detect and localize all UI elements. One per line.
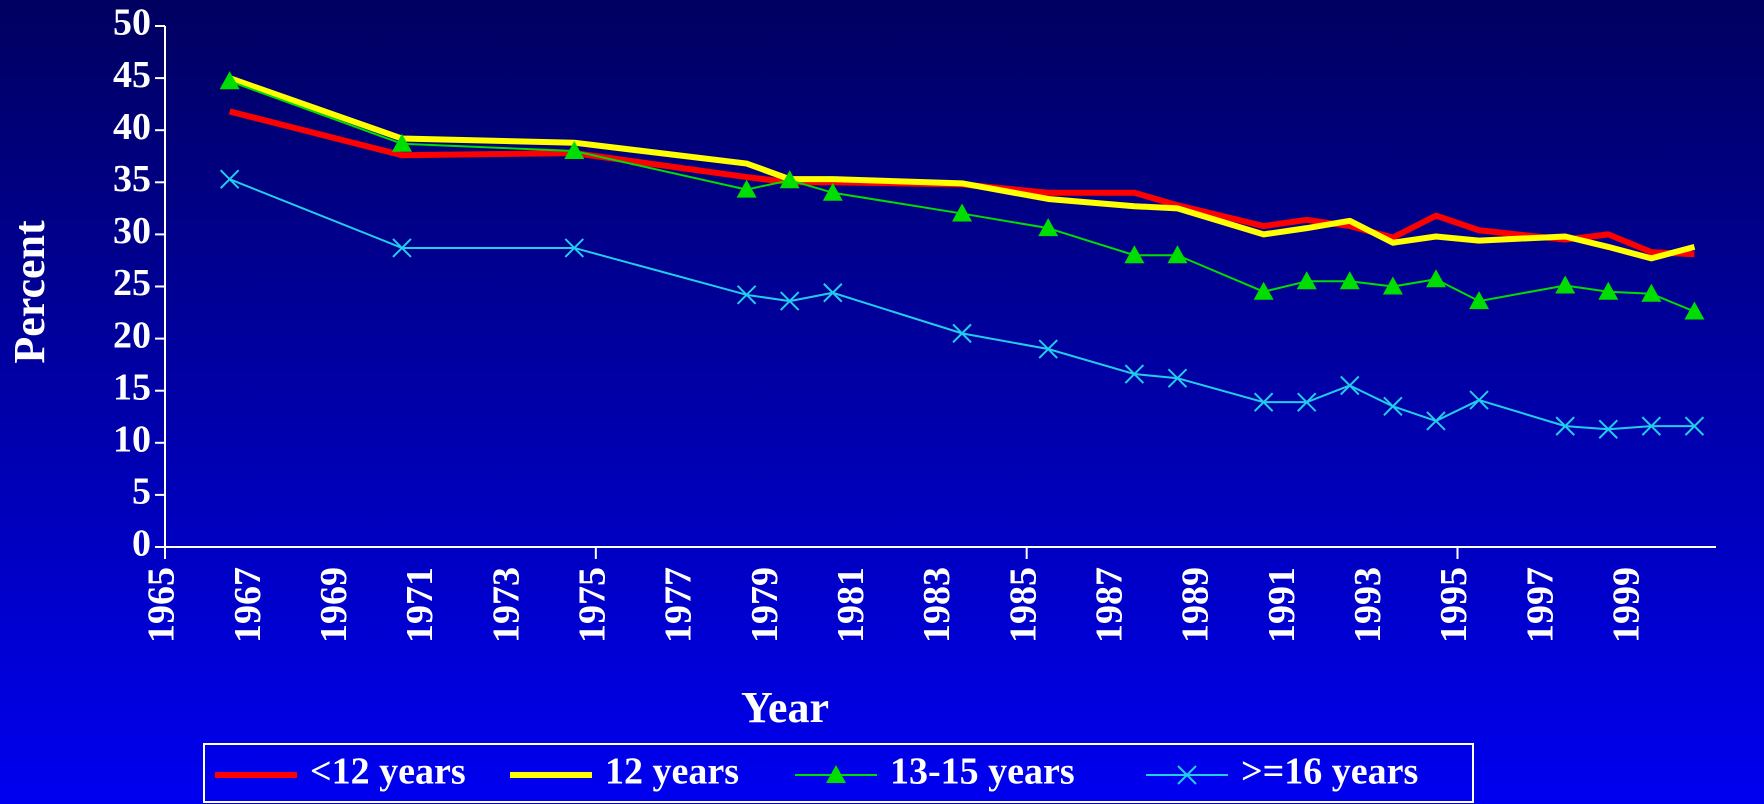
point-marker (823, 283, 843, 303)
point-marker (391, 133, 412, 152)
point-marker (1340, 375, 1360, 396)
legend-box (203, 743, 1474, 803)
legend-label: 12 years (605, 751, 739, 793)
point-marker (1038, 339, 1058, 359)
x-tick-label: 1983 (916, 567, 958, 643)
point-marker (219, 169, 240, 189)
point-marker (1296, 271, 1317, 290)
x-tick-label: 1965 (141, 567, 183, 643)
point-marker (392, 238, 412, 258)
y-tick-label: 0 (132, 523, 151, 565)
series-line (228, 75, 1696, 262)
point-marker (1038, 218, 1059, 237)
point-marker (1684, 416, 1705, 436)
y-tick-label: 25 (113, 262, 151, 304)
point-marker (1124, 364, 1145, 384)
x-axis-label: Year (741, 683, 829, 732)
point-marker (780, 291, 800, 311)
point-marker (1426, 411, 1446, 431)
x-tick-label: 1973 (485, 567, 527, 643)
point-marker (564, 141, 585, 160)
x-tick-label: 1991 (1261, 567, 1303, 643)
legend-marker (1177, 765, 1197, 785)
legend-label: >=16 years (1241, 751, 1418, 793)
y-tick-label: 10 (113, 419, 151, 461)
x-tick-label: 1975 (572, 567, 614, 643)
x-tick-label: 1999 (1606, 567, 1648, 643)
x-tick-label: 1967 (227, 567, 269, 643)
point-marker (1555, 416, 1575, 436)
point-marker (1598, 281, 1619, 300)
point-marker (219, 71, 240, 90)
point-marker (1382, 276, 1403, 295)
x-tick-label: 1993 (1347, 567, 1389, 643)
y-tick-label: 40 (113, 106, 151, 148)
y-tick-label: 20 (113, 314, 151, 356)
x-tick-label: 1997 (1519, 567, 1561, 643)
legend-label: <12 years (310, 751, 466, 793)
point-marker (1297, 392, 1317, 412)
x-tick-label: 1971 (399, 567, 441, 643)
series-line (229, 178, 1695, 431)
x-tick-label: 1981 (830, 567, 872, 643)
y-axis-label: Percent (5, 220, 54, 364)
point-marker (1383, 396, 1403, 417)
x-tick-label: 1985 (1002, 567, 1044, 643)
point-marker (952, 323, 972, 344)
y-tick-label: 50 (113, 2, 151, 44)
point-marker (779, 170, 800, 189)
point-marker (1684, 301, 1705, 320)
point-marker (1167, 245, 1188, 264)
legend-label: 13-15 years (890, 751, 1075, 793)
legend-marker (826, 765, 846, 783)
y-tick-label: 45 (113, 54, 151, 96)
series-line (229, 80, 1695, 313)
y-tick-label: 15 (113, 366, 151, 408)
point-marker (1598, 419, 1618, 439)
y-tick-label: 5 (132, 471, 151, 513)
point-marker (736, 285, 757, 305)
x-tick-label: 1969 (313, 567, 355, 643)
point-marker (1253, 392, 1274, 412)
y-tick-label: 35 (113, 158, 151, 200)
point-marker (1641, 416, 1662, 436)
point-marker (952, 203, 973, 222)
x-tick-label: 1989 (1175, 567, 1217, 643)
point-marker (1253, 281, 1274, 300)
point-marker (564, 238, 584, 258)
x-tick-label: 1979 (744, 567, 786, 643)
point-marker (736, 179, 757, 198)
point-marker (822, 182, 843, 201)
point-marker (1469, 390, 1489, 410)
point-marker (1124, 245, 1145, 264)
point-marker (1425, 269, 1446, 288)
point-marker (1339, 271, 1360, 290)
point-marker (1641, 283, 1662, 302)
x-tick-label: 1987 (1089, 567, 1131, 643)
point-marker (1555, 275, 1576, 294)
point-marker (1167, 368, 1188, 388)
point-marker (1469, 291, 1490, 310)
x-tick-label: 1977 (658, 567, 700, 643)
x-tick-label: 1995 (1433, 567, 1475, 643)
y-tick-label: 30 (113, 210, 151, 252)
